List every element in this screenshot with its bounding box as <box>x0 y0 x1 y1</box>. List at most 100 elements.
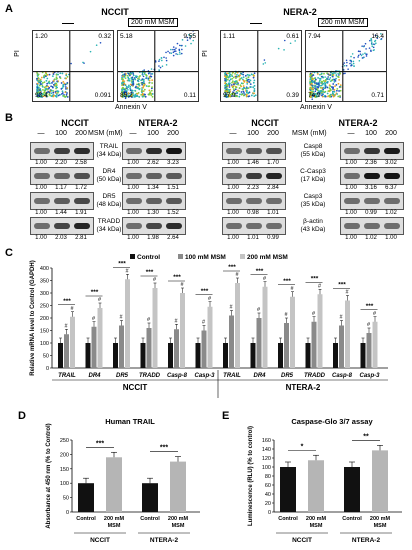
flow-event <box>52 91 55 94</box>
flow-event <box>179 44 181 47</box>
lane-header: 200 <box>267 130 279 137</box>
flow-event <box>350 60 353 63</box>
significance-marker: *** <box>173 274 181 281</box>
flow-event <box>149 92 152 95</box>
significance-marker: *** <box>201 288 209 295</box>
protein-mass: (35 kDa) <box>300 200 326 208</box>
flow-event <box>126 74 129 77</box>
flow-event <box>331 91 334 93</box>
flow-event <box>324 81 326 84</box>
flow-event <box>320 75 323 78</box>
hash-mark: # <box>98 297 102 303</box>
flow-event <box>317 95 319 98</box>
protein-band <box>74 198 90 204</box>
flow-event <box>334 85 336 88</box>
flow-event <box>142 75 145 78</box>
lane-header: — <box>37 130 45 137</box>
protein-name: C-Casp3 <box>300 168 326 175</box>
hash-mark: # <box>373 311 377 317</box>
flow-event <box>172 51 175 54</box>
flow-event <box>241 88 244 91</box>
flow-event <box>323 91 326 94</box>
protein-band <box>226 223 242 229</box>
protein-label-left: TRADD (34 kDa) <box>94 218 124 233</box>
bar <box>64 334 69 368</box>
wb-title-ntera-right: NTERA-2 <box>338 118 378 128</box>
band-density-value: 1.02 <box>365 235 377 241</box>
bar <box>223 343 228 368</box>
hash-mark: # <box>70 306 74 312</box>
blot-strip <box>340 167 404 185</box>
panel-b-label: B <box>5 112 13 124</box>
flow-event <box>140 93 143 96</box>
flow-event <box>142 90 144 93</box>
flow-plot-canvas <box>221 31 301 101</box>
blot-strip <box>222 142 286 160</box>
y-tick-label: 200 <box>60 452 69 458</box>
flow-event <box>316 86 318 88</box>
flow-event <box>345 59 348 62</box>
flow-event <box>36 88 38 91</box>
bar <box>345 300 350 368</box>
significance-marker: ** <box>363 433 369 440</box>
flow-event <box>225 77 227 79</box>
flow-event <box>253 95 256 98</box>
bar <box>201 330 207 368</box>
flow-event <box>70 62 72 65</box>
pi-axis-label-1: PI <box>13 50 21 57</box>
flow-event <box>175 53 177 55</box>
flow-event <box>36 77 38 80</box>
flow-event <box>122 88 125 91</box>
category-label: Casp-3 <box>359 373 380 379</box>
flow-event <box>232 91 234 93</box>
group-label: NCCIT <box>292 537 312 544</box>
flow-event <box>145 85 148 87</box>
flow-event <box>339 85 342 88</box>
flow-event <box>328 90 331 93</box>
flow-event <box>329 88 332 91</box>
flow-plot: 5.18 9.55 85.2 0.11 <box>117 30 199 102</box>
bar <box>152 288 158 368</box>
flow-event <box>224 82 227 85</box>
flow-event <box>236 91 239 94</box>
flow-event <box>336 87 339 90</box>
flow-event <box>52 79 55 82</box>
y-tick-label: 400 <box>40 266 49 272</box>
flow-event <box>56 77 58 80</box>
protein-band <box>166 173 182 179</box>
flow-event <box>127 88 129 91</box>
flow-event <box>326 86 329 89</box>
flow-event <box>55 84 58 86</box>
flow-event <box>344 72 346 75</box>
flow-event <box>311 98 314 100</box>
quadrant-percent: 16.4 <box>371 33 384 40</box>
flow-event <box>249 83 252 86</box>
significance-marker: *** <box>118 260 126 267</box>
panel-e-label: E <box>222 410 230 422</box>
flow-event <box>151 82 153 84</box>
quadrant-percent: 0.32 <box>98 33 111 40</box>
category-label: Casp-3 <box>194 373 215 379</box>
flow-event <box>37 86 40 89</box>
flow-event <box>132 92 135 94</box>
flow-event <box>62 84 64 87</box>
band-density-value: 2.81 <box>75 235 87 241</box>
flow-event <box>225 95 228 98</box>
flow-event <box>123 93 126 95</box>
flow-event <box>138 78 140 81</box>
protein-name: Casp8 <box>303 143 323 150</box>
blot-strip <box>122 167 186 185</box>
flow-event <box>129 83 132 86</box>
flow-event <box>180 52 183 55</box>
flow-event <box>263 59 266 61</box>
category-label: 200 mM <box>306 516 327 522</box>
bar <box>366 333 372 368</box>
flow-event <box>158 65 160 67</box>
flow-event <box>65 93 68 96</box>
y-tick-label: 50 <box>63 496 69 502</box>
flow-event <box>61 72 64 75</box>
flow-event <box>283 39 286 42</box>
flow-event <box>122 75 124 78</box>
hash-mark: # <box>235 272 239 278</box>
flow-event <box>332 83 335 85</box>
